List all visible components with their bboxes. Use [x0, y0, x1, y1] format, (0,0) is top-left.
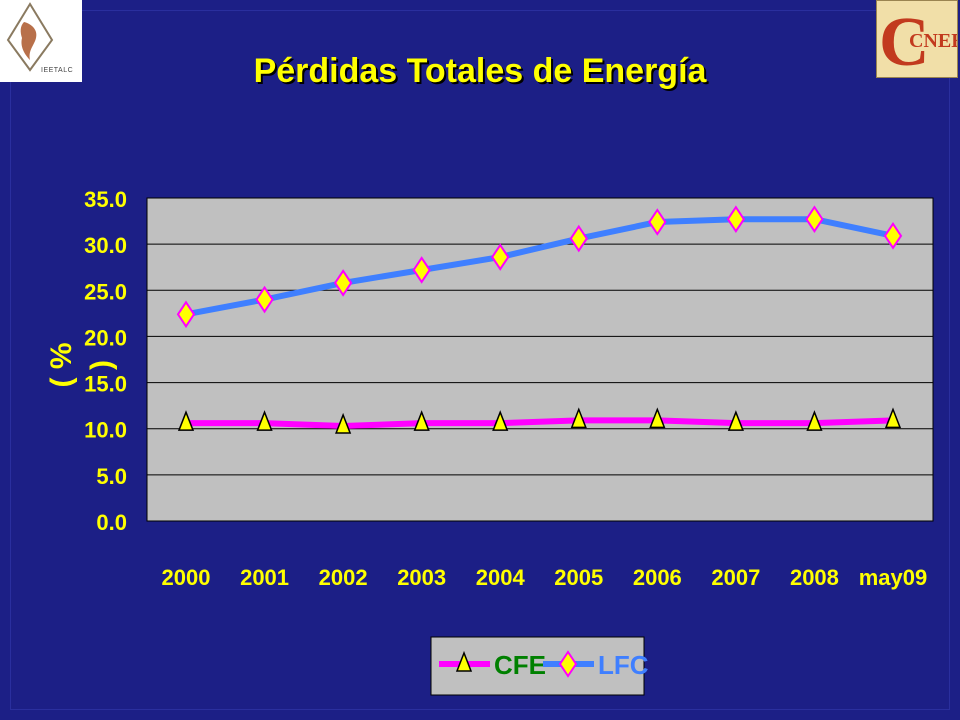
x-tick-label: 2002 [319, 565, 368, 590]
data-point-lfc [883, 222, 903, 250]
data-point-cfe [177, 410, 195, 431]
data-point-lfc [648, 208, 667, 236]
logo-left-text: IEETALC [41, 67, 73, 74]
x-tick-label: 2008 [790, 565, 839, 590]
data-point-lfc [569, 224, 588, 253]
data-point-lfc [805, 205, 824, 234]
data-point-cfe [884, 407, 902, 429]
legend-label-lfc: LFC [598, 650, 649, 680]
svg-text:C: C [879, 4, 930, 77]
x-tick-label: 2005 [554, 565, 603, 590]
y-tick-label: 0.0 [96, 510, 127, 535]
cnee-logo: C CNEE [876, 0, 960, 81]
data-point-cfe [806, 410, 823, 431]
y-axis-label: ( % ) [45, 342, 118, 388]
y-tick-label: 25.0 [84, 279, 127, 304]
ieetalc-logo: IEETALC [0, 0, 82, 82]
data-point-lfc [412, 256, 431, 284]
data-point-lfc [333, 269, 353, 297]
x-tick-label: 2003 [397, 565, 446, 590]
y-tick-label: 30.0 [84, 233, 127, 258]
data-point-cfe [256, 410, 273, 431]
legend-label-cfe: CFE [494, 650, 546, 680]
data-point-lfc [255, 285, 274, 314]
slide-title: Pérdidas Totales de Energía [253, 52, 707, 90]
data-point-lfc [176, 300, 196, 329]
data-point-cfe [413, 410, 430, 431]
y-tick-label: 20.0 [84, 325, 127, 350]
series-line-cfe [186, 417, 894, 429]
y-tick-label: 10.0 [84, 418, 127, 443]
y-tick-label: 15.0 [84, 372, 127, 397]
x-tick-label: 2006 [633, 565, 682, 590]
y-tick-label: 5.0 [96, 464, 127, 489]
data-point-cfe [335, 412, 352, 434]
data-point-lfc [491, 243, 510, 271]
series-line-lfc [185, 216, 894, 318]
data-point-cfe [727, 410, 744, 431]
data-point-cfe [570, 407, 587, 429]
x-tick-label: 2001 [240, 565, 289, 590]
logo-right-text: CNEE [909, 30, 957, 52]
x-tick-label: 2000 [162, 565, 211, 590]
data-point-lfc [726, 205, 746, 234]
data-point-cfe [649, 407, 666, 429]
x-tick-label: 2004 [476, 565, 526, 590]
legend-marker-cfe [455, 650, 473, 672]
y-tick-label: 35.0 [84, 187, 127, 212]
data-point-cfe [492, 410, 509, 431]
x-tick-label: may09 [859, 565, 928, 590]
legend-marker-lfc [558, 650, 578, 678]
plot-area [146, 197, 934, 522]
x-tick-label: 2007 [711, 565, 760, 590]
